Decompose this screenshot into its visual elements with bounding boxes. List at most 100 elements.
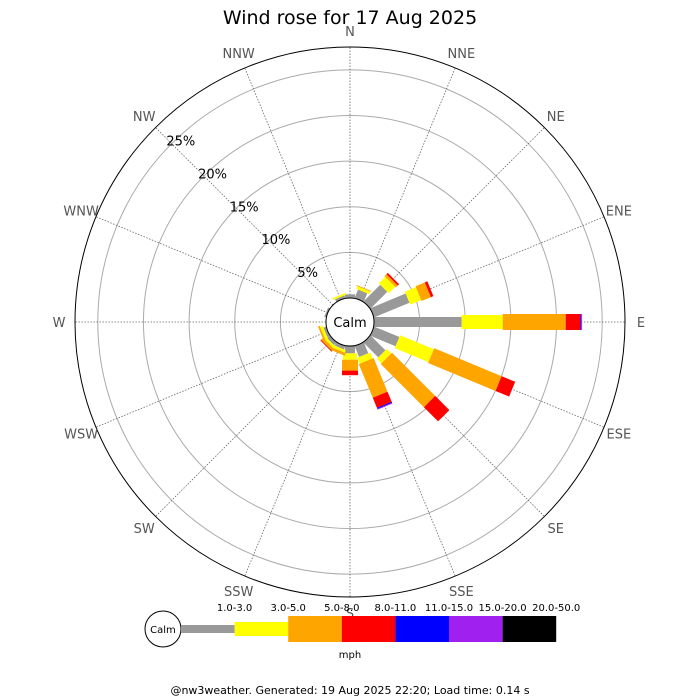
bar-s-1-0-3-0 xyxy=(345,346,355,354)
bar-ene-8-0-11-0 xyxy=(424,281,434,298)
radial-tick-10: 10% xyxy=(261,233,290,248)
bar-sw-8-0-11-0 xyxy=(320,339,333,352)
spoke-ssw xyxy=(244,344,342,577)
legend-swatch-11-0-15-0 xyxy=(395,616,449,642)
bar-ene-1-0-3-0 xyxy=(370,293,410,318)
bar-s-5-0-8-0 xyxy=(342,359,358,371)
bar-ene-5-0-8-0 xyxy=(415,282,431,301)
spoke-wnw xyxy=(95,216,328,314)
legend-label-8-0-11-0: 8.0-11.0 xyxy=(375,603,417,614)
footer-text: @nw3weather. Generated: 19 Aug 2025 22:2… xyxy=(170,684,529,697)
bar-se-8-0-11-0 xyxy=(423,395,450,422)
bar-e-15-0-20-0 xyxy=(581,314,583,330)
spoke-nne xyxy=(358,67,456,300)
legend-label-20-0-50-0: 20.0-50.0 xyxy=(532,603,580,614)
bar-se-1-0-3-0 xyxy=(363,335,386,358)
direction-labels: N NNE NE ENE E ESE SE SSE S SSW SW WSW W WNW NW NNW xyxy=(53,25,646,622)
legend-label-15-0-20-0: 15.0-20.0 xyxy=(479,603,527,614)
legend-swatch-8-0-11-0 xyxy=(341,616,396,642)
bar-nne-5-0-8-0 xyxy=(356,285,372,292)
bar-ne-1-0-3-0 xyxy=(363,284,388,309)
rose-bars xyxy=(318,272,583,422)
direction-label-ese: ESE xyxy=(607,427,632,442)
legend-swatch-3-0-5-0 xyxy=(234,622,289,636)
bar-nne-1-0-3-0 xyxy=(354,289,368,302)
legend-swatch-5-0-8-0 xyxy=(288,616,342,642)
direction-label-se: SE xyxy=(548,522,564,537)
bar-ese-3-0-5-0 xyxy=(394,335,434,363)
bar-sw-3-0-5-0 xyxy=(323,336,336,349)
bar-n-1-0-3-0 xyxy=(345,294,355,298)
bar-wnw-1-0-3-0 xyxy=(324,307,330,318)
direction-label-s: S xyxy=(346,607,354,622)
calm-centre: Calm xyxy=(325,297,375,347)
legend-calm-label: Calm xyxy=(150,625,176,636)
bar-ne-5-0-8-0 xyxy=(384,274,398,288)
radial-tick-5: 5% xyxy=(297,266,318,281)
speed-legend: Calm 1.0-3.0 3.0-5.0 5.0-8.0 8.0-11.0 11.0-1… xyxy=(144,603,580,661)
direction-label-nnw: NNW xyxy=(222,47,254,62)
calm-label: Calm xyxy=(333,316,366,331)
radial-tick-20: 20% xyxy=(198,167,227,182)
legend-unit: mph xyxy=(339,650,361,661)
bar-e-3-0-5-0 xyxy=(461,315,503,329)
radial-tick-labels: 5% 10% 15% 20% 25% xyxy=(166,135,318,281)
bar-wsw-1-0-3-0 xyxy=(323,326,330,337)
bar-nnw-3-0-5-0 xyxy=(332,292,347,300)
legend-label-11-0-15-0: 11.0-15.0 xyxy=(425,603,473,614)
bar-ssw-1-0-3-0 xyxy=(334,342,346,350)
bar-sse-11-0-15-0 xyxy=(376,401,393,409)
bar-se-5-0-8-0 xyxy=(380,352,436,408)
direction-label-nw: NW xyxy=(133,110,156,125)
bar-ese-1-0-3-0 xyxy=(370,326,400,347)
direction-label-e: E xyxy=(637,316,645,331)
bar-s-3-0-5-0 xyxy=(343,353,357,360)
direction-label-sse: SSE xyxy=(449,585,474,600)
bar-sse-15-0-20-0 xyxy=(377,402,393,410)
bar-nnw-1-0-3-0 xyxy=(335,295,346,302)
legend-swatch-1-0-3-0 xyxy=(181,625,235,633)
spoke-nnw xyxy=(244,67,342,300)
bar-nne-3-0-5-0 xyxy=(356,286,371,295)
bar-wsw-3-0-5-0 xyxy=(320,325,328,340)
bar-sse-8-0-11-0 xyxy=(372,391,392,408)
calm-circle xyxy=(325,297,375,347)
bar-e-5-0-8-0 xyxy=(502,314,566,330)
bar-sse-1-0-3-0 xyxy=(354,342,369,357)
spoke-wsw xyxy=(95,330,328,428)
legend-label-5-0-8-0: 5.0-8.0 xyxy=(324,603,359,614)
bar-ne-3-0-5-0 xyxy=(378,276,396,294)
direction-label-wsw: WSW xyxy=(64,427,98,442)
legend-swatch-20-0-50-0 xyxy=(502,616,557,642)
direction-label-wnw: WNW xyxy=(63,205,99,220)
bar-ese-5-0-8-0 xyxy=(428,348,502,391)
bar-e-11-0-15-0 xyxy=(580,314,582,330)
direction-label-nne: NNE xyxy=(448,47,476,62)
outer-ring xyxy=(74,46,626,598)
bar-s-8-0-11-0 xyxy=(342,370,358,376)
direction-label-ssw: SSW xyxy=(224,585,254,600)
chart-title: Wind rose for 17 Aug 2025 xyxy=(223,7,477,29)
bar-se-3-0-5-0 xyxy=(376,348,392,364)
bar-wsw-5-0-8-0 xyxy=(318,325,326,342)
bar-sse-5-0-8-0 xyxy=(358,358,388,398)
legend-label-3-0-5-0: 3.0-5.0 xyxy=(270,603,305,614)
radial-tick-25: 25% xyxy=(166,135,195,150)
legend-label-1-0-3-0: 1.0-3.0 xyxy=(217,603,252,614)
radial-tick-15: 15% xyxy=(230,200,259,215)
bar-e-8-0-11-0 xyxy=(565,314,581,330)
bar-ene-3-0-5-0 xyxy=(404,287,422,305)
direction-label-ne: NE xyxy=(547,110,565,125)
bar-sw-1-0-3-0 xyxy=(326,335,337,346)
direction-label-w: W xyxy=(53,316,66,331)
legend-swatch-15-0-20-0 xyxy=(449,616,503,642)
direction-label-n: N xyxy=(345,25,355,40)
bar-sse-3-0-5-0 xyxy=(357,352,373,364)
bar-ne-8-0-11-0 xyxy=(386,272,400,286)
direction-label-sw: SW xyxy=(134,522,155,537)
direction-label-ene: ENE xyxy=(606,205,632,220)
bar-ese-8-0-11-0 xyxy=(495,376,516,397)
bar-e-1-0-3-0 xyxy=(374,317,462,327)
bar-ssw-3-0-5-0 xyxy=(331,344,346,353)
